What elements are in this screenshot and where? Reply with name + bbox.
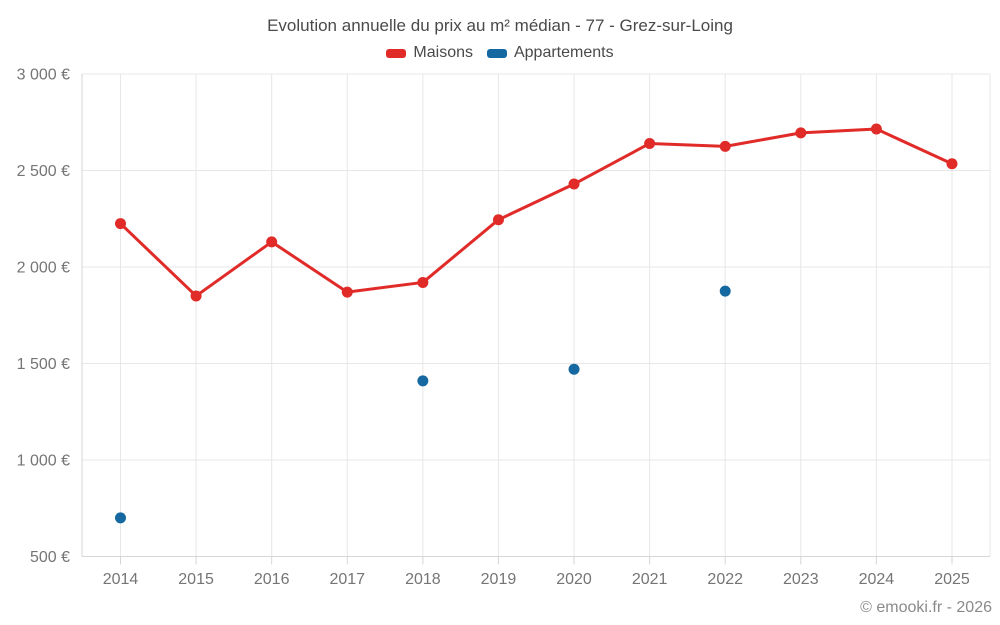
- legend-item-maisons[interactable]: Maisons: [386, 44, 473, 62]
- data-point-maisons-2016: [266, 236, 278, 248]
- data-point-appartements-2022: [719, 285, 731, 297]
- x-tick-label: 2024: [859, 571, 895, 588]
- legend-item-appartements[interactable]: Appartements: [486, 44, 614, 62]
- data-point-maisons-2023: [795, 127, 807, 139]
- data-point-appartements-2018: [417, 375, 429, 387]
- data-point-maisons-2024: [870, 123, 882, 135]
- x-tick-label: 2022: [707, 571, 743, 588]
- x-tick-label: 2018: [405, 571, 441, 588]
- chart-legend: Maisons Appartements: [0, 44, 1000, 62]
- x-tick-label: 2016: [254, 571, 290, 588]
- copyright-footer: © emooki.fr - 2026: [860, 599, 992, 616]
- data-point-maisons-2022: [719, 140, 731, 152]
- legend-label: Appartements: [513, 44, 614, 61]
- chart-title: Evolution annuelle du prix au m² médian …: [267, 16, 733, 35]
- data-point-appartements-2020: [568, 363, 580, 375]
- x-tick-label: 2020: [556, 571, 592, 588]
- y-tick-label: 1 000 €: [17, 453, 70, 470]
- x-tick-label: 2015: [178, 571, 214, 588]
- x-tick-label: 2023: [783, 571, 819, 588]
- data-point-maisons-2021: [644, 137, 656, 149]
- data-point-maisons-2018: [417, 276, 429, 288]
- legend-marker-maisons: [386, 48, 407, 58]
- legend-marker-appartements: [486, 48, 507, 58]
- data-point-maisons-2025: [946, 158, 958, 170]
- x-tick-label: 2017: [329, 571, 365, 588]
- x-tick-label: 2019: [481, 571, 517, 588]
- y-tick-label: 1 500 €: [17, 356, 70, 373]
- data-point-maisons-2020: [568, 178, 580, 190]
- legend-label: Maisons: [413, 44, 473, 61]
- x-tick-label: 2021: [632, 571, 668, 588]
- data-point-maisons-2017: [341, 286, 353, 298]
- series-line-maisons: [119, 127, 954, 298]
- x-tick-label: 2025: [934, 571, 970, 588]
- y-tick-label: 2 000 €: [17, 260, 70, 277]
- x-tick-label: 2014: [103, 571, 139, 588]
- data-point-maisons-2015: [190, 290, 202, 302]
- data-point-appartements-2014: [115, 512, 126, 524]
- y-tick-label: 500 €: [30, 549, 70, 566]
- y-tick-label: 3 000 €: [17, 67, 70, 84]
- data-point-maisons-2014: [115, 218, 126, 230]
- data-point-maisons-2019: [492, 214, 504, 226]
- y-tick-label: 2 500 €: [17, 163, 70, 180]
